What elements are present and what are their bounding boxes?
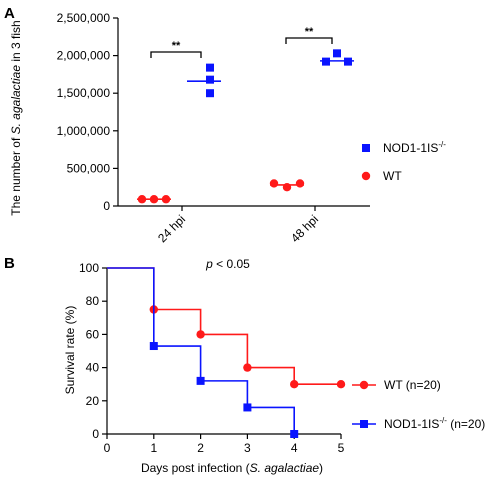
panel-b-point — [290, 430, 299, 438]
panel-b-xtick-label: 4 — [291, 441, 298, 455]
panel-b-pvalue: p < 0.05 — [205, 257, 250, 271]
panel-b-legend-label: WT (n=20) — [384, 378, 441, 392]
panel-a-xtick-label: 48 hpi — [288, 212, 321, 245]
panel-a-letter: A — [4, 5, 15, 22]
panel-b-legend-label: NOD1-1IS-/- (n=20) — [384, 416, 485, 431]
panel-a-point — [322, 57, 330, 66]
panel-a-xtick-label: 24 hpi — [155, 212, 188, 245]
panel-b-ytick-label: 0 — [92, 427, 99, 441]
panel-b-ytick-label: 100 — [79, 261, 99, 275]
panel-a-ytick-label: 2,000,000 — [57, 49, 111, 63]
panel-a-star: ** — [172, 40, 181, 52]
panel-b-point — [290, 380, 299, 389]
panel-b-axes — [102, 267, 342, 439]
panel-a-legend: NOD1-1IS-/- WT — [361, 140, 446, 183]
panel-a-ytick-label: 0 — [103, 199, 110, 213]
panel-a-star: ** — [305, 26, 314, 38]
panel-b-point — [196, 330, 205, 339]
panel-b-point — [336, 380, 346, 389]
panel-b-point — [196, 376, 205, 385]
panel-a-ytick-label: 500,000 — [67, 161, 111, 175]
panel-b-xtick-label: 0 — [104, 441, 111, 455]
panel-a-point — [333, 49, 341, 58]
panel-a-axes — [113, 17, 370, 211]
panel-a-point — [206, 63, 214, 72]
panel-a-legend-marker — [362, 144, 370, 152]
panel-b-curve — [107, 267, 295, 434]
panel-a-point — [149, 195, 159, 204]
panel-a-point — [282, 183, 292, 192]
panel-a-ytick-label: 2,500,000 — [57, 11, 111, 25]
panel-b-ylabel: Survival rate (%) — [63, 306, 77, 395]
panel-b-legend-marker — [360, 420, 368, 428]
panel-b-legend: WT (n=20) NOD1-1IS-/- (n=20) — [352, 378, 485, 431]
panel-b-letter: B — [4, 255, 15, 272]
panel-b-xtick-label: 3 — [244, 441, 251, 455]
panel-b-ytick-label: 80 — [86, 294, 100, 308]
panel-b-marks — [107, 267, 346, 438]
panel-a-point — [206, 89, 214, 98]
panel-a-ticks: 0 500,000 1,000,000 1,500,000 2,000,000 2,500… — [57, 11, 322, 245]
panel-b-ticks: 0 20 40 60 80 100 0 1 2 3 4 5 — [79, 261, 345, 455]
panel-b-ytick-label: 40 — [86, 361, 100, 375]
panel-a-marks — [137, 49, 354, 204]
panel-b-ytick-label: 20 — [86, 394, 100, 408]
panel-a-point — [295, 179, 305, 188]
panel-b-xtick-label: 5 — [338, 441, 345, 455]
panel-b-xtick-label: 2 — [197, 441, 204, 455]
panel-b-xlabel: Days post infection (S. agalactiae) — [141, 461, 323, 475]
panel-a-legend-marker — [361, 171, 371, 181]
panel-b-point — [243, 363, 252, 372]
panel-a-ytick-label: 1,000,000 — [57, 124, 111, 138]
panel-b-ytick-label: 60 — [86, 327, 100, 341]
panel-a-significance: ** ** — [150, 26, 333, 58]
panel-a-bracket — [150, 51, 202, 58]
panel-a-point — [206, 75, 214, 84]
panel-b-point — [243, 403, 252, 412]
panel-b-legend-marker — [359, 380, 369, 390]
panel-b-xtick-label: 1 — [150, 441, 157, 455]
panel-a-bracket — [285, 37, 333, 44]
panel-a-point — [161, 195, 171, 204]
panel-a-ytick-label: 1,500,000 — [57, 86, 111, 100]
panel-a-ylabel: The number of S. agalactiae in 3 fish — [9, 20, 23, 215]
panel-a-point — [269, 179, 279, 188]
panel-b-curve — [107, 267, 341, 385]
panel-a-point — [137, 195, 147, 204]
panel-b-point — [149, 342, 158, 351]
panel-a-legend-label: NOD1-1IS-/- — [383, 140, 446, 155]
panel-a-point — [344, 57, 352, 66]
panel-a-legend-label: WT — [383, 169, 402, 183]
